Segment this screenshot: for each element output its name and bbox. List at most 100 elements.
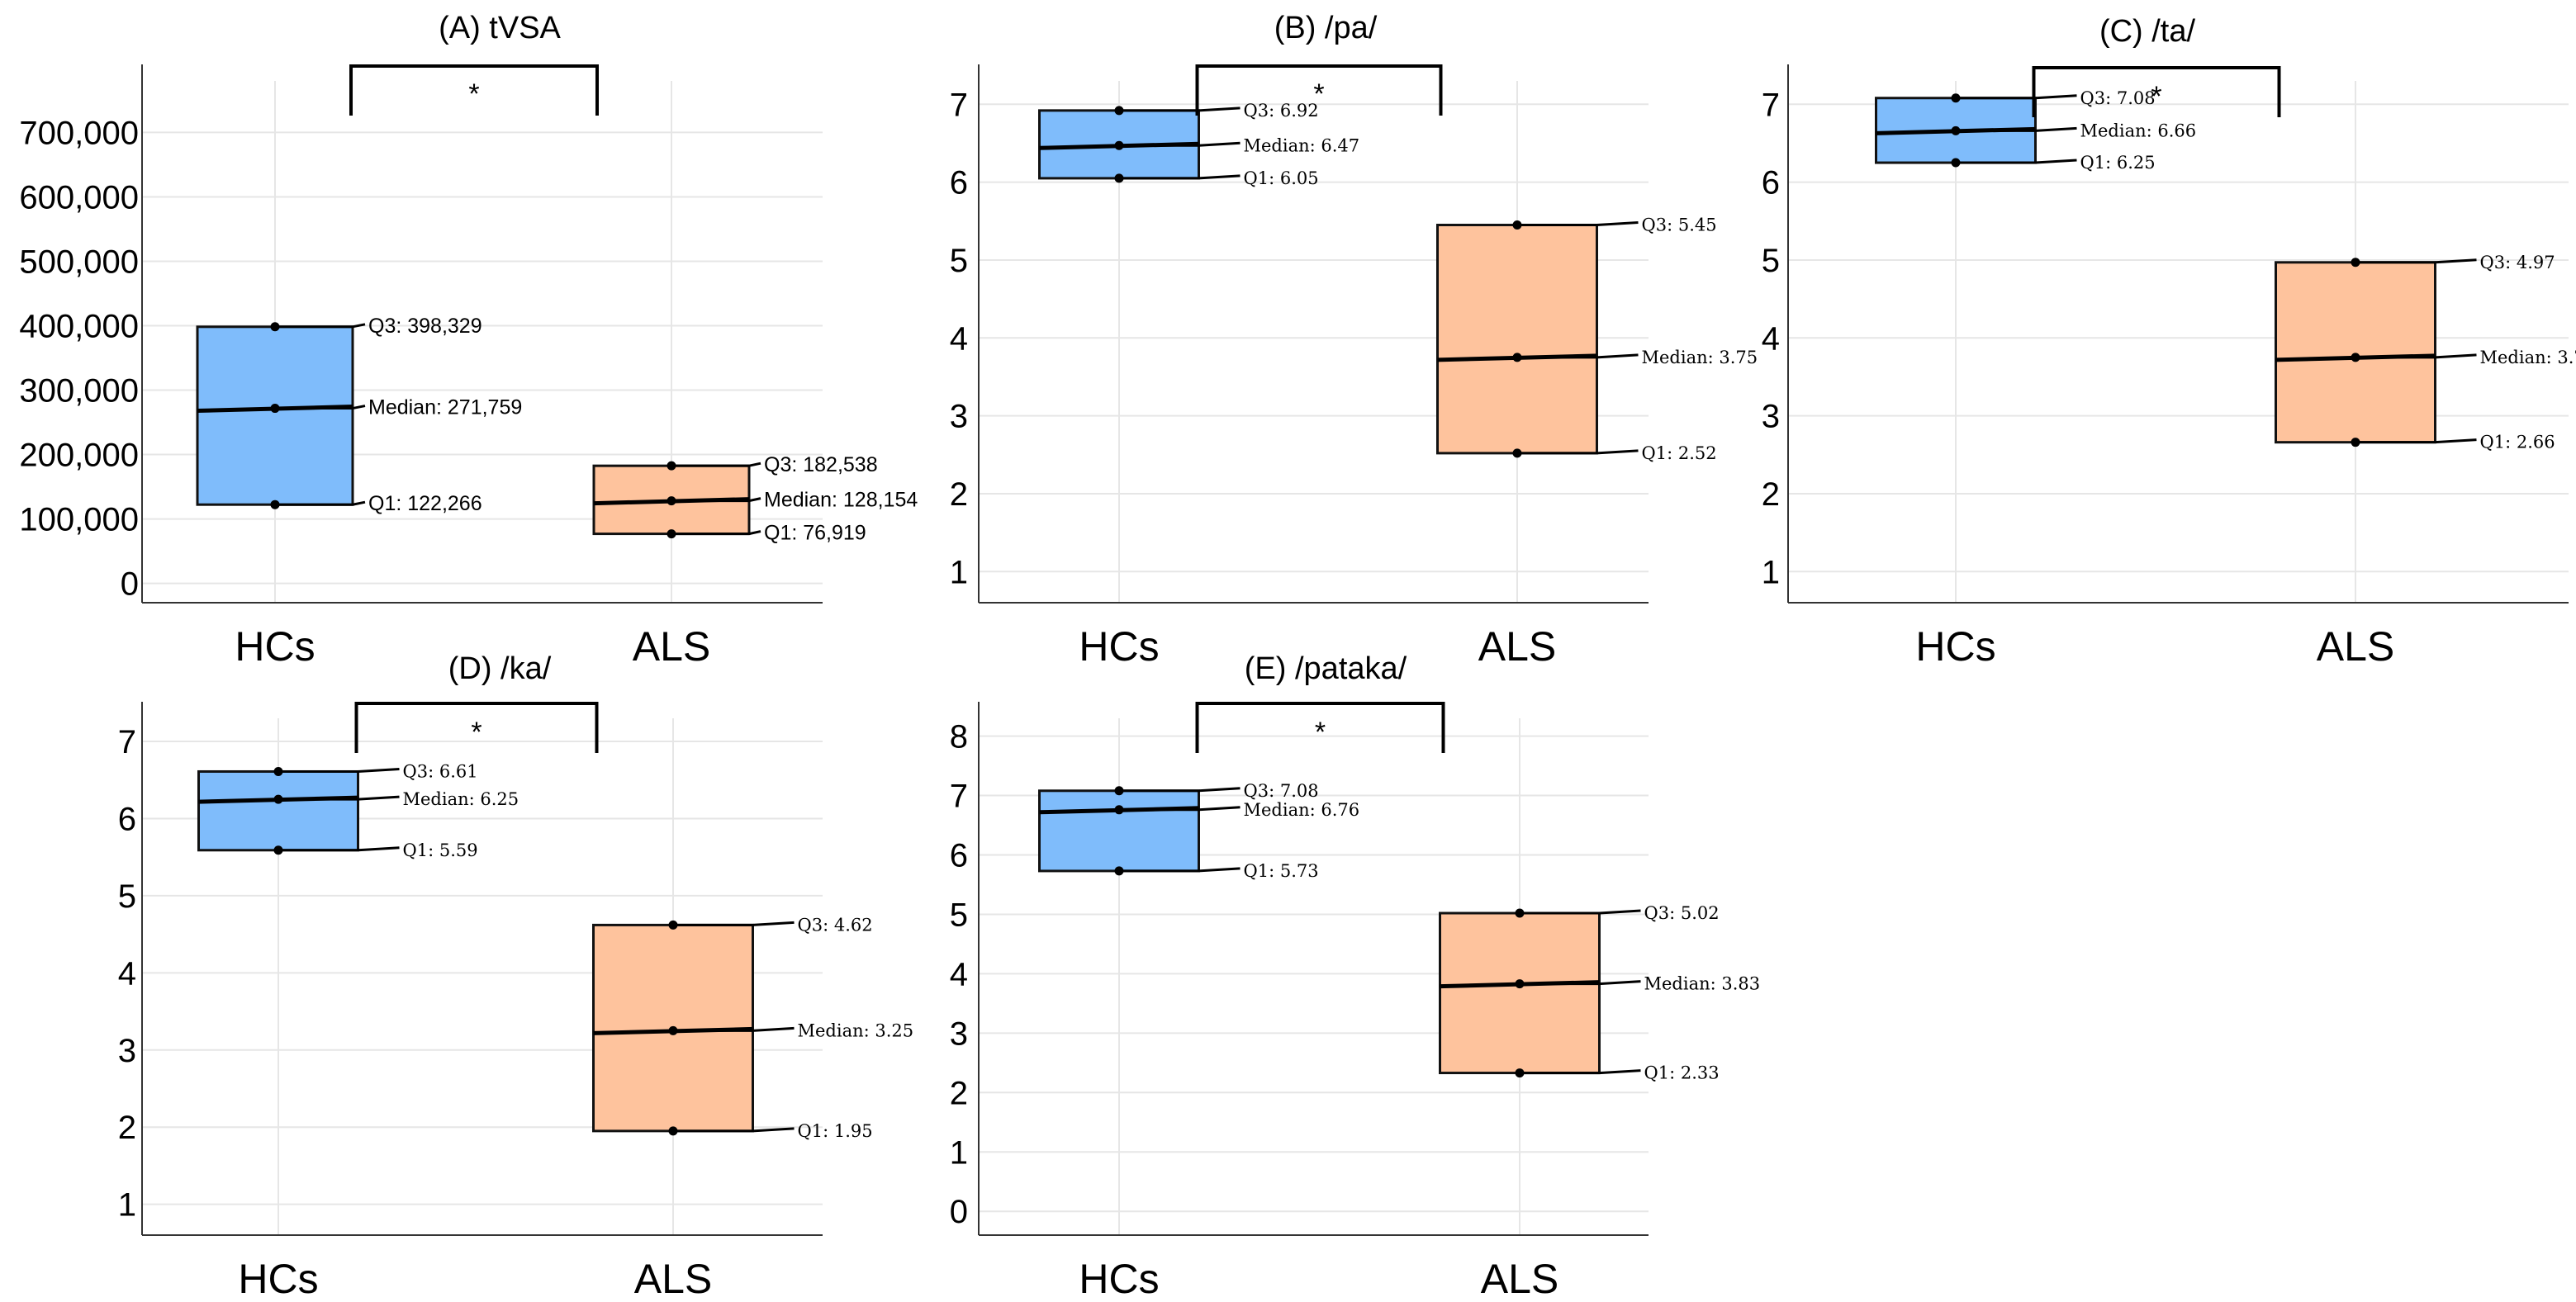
median-leader [1956, 126, 2077, 132]
y-tick-label: 2 [118, 1110, 136, 1146]
median-leader [275, 405, 366, 410]
significance-bracket [349, 64, 599, 116]
q3-leader [671, 462, 761, 467]
y-tick-label: 1 [118, 1187, 136, 1224]
y-tick-label: 3 [950, 1016, 968, 1052]
significance-star: * [1315, 717, 1326, 748]
q1-label: Q1: 2.52 [1642, 443, 1717, 463]
y-tick-label: 700,000 [19, 115, 139, 151]
y-tick-label: 5 [950, 897, 968, 933]
box-hcs [197, 769, 359, 852]
q3-label: Q3: 4.97 [2480, 253, 2555, 272]
x-tick-label: ALS [1481, 1256, 1559, 1302]
y-tick-label: 5 [118, 878, 136, 915]
box-als [2275, 261, 2436, 444]
box-als [1439, 911, 1601, 1075]
q3-leader [275, 323, 366, 329]
significance-bracket [2032, 66, 2281, 117]
q1-leader [1517, 449, 1639, 455]
y-tick-label: 3 [118, 1033, 136, 1069]
significance-star: * [1313, 78, 1324, 110]
panel-b: 1 2 3 4 5 6 7 (B) /pa/HCs ALS Q3: 6.92 Median: 6.4… [950, 11, 1758, 670]
q3-leader [1517, 221, 1639, 227]
q1-label: Q1: 76,919 [764, 522, 866, 545]
x-tick-label: ALS [1478, 623, 1557, 670]
box-hcs [196, 325, 354, 506]
x-tick-label: HCs [1079, 623, 1159, 670]
q1-leader [671, 530, 761, 536]
q3-leader [673, 921, 795, 926]
q1-label: Q1: 5.59 [403, 840, 478, 860]
q1-leader [1956, 159, 2077, 164]
chart-title: (D) /ka/ [448, 651, 552, 686]
significance-star: * [2151, 81, 2161, 112]
q1-label: Q1: 6.25 [2080, 153, 2156, 173]
box-hcs [1038, 789, 1200, 873]
significance-bracket [1195, 64, 1443, 116]
q1-leader [673, 1127, 795, 1133]
y-tick-label: 600,000 [19, 179, 139, 215]
y-tick-label: 7 [950, 779, 968, 815]
y-tick-label: 400,000 [19, 308, 139, 344]
median-leader [1119, 806, 1241, 812]
x-tick-label: HCs [238, 1256, 318, 1302]
x-tick-label: ALS [2317, 623, 2395, 670]
x-tick-label: HCs [1079, 1256, 1159, 1302]
y-tick-label: 2 [950, 1075, 968, 1111]
y-tick-label: 4 [950, 320, 968, 357]
y-tick-label: 7 [950, 87, 968, 123]
q1-label: Q1: 2.33 [1644, 1063, 1720, 1083]
y-tick-label: 5 [950, 243, 968, 279]
median-label: Median: 6.76 [1244, 800, 1360, 820]
median-leader [2355, 353, 2477, 359]
chart-title: (E) /pataka/ [1245, 651, 1407, 686]
x-tick-label: HCs [235, 623, 315, 670]
median-label: Median: 3.83 [1644, 974, 1761, 994]
chart-title: (B) /pa/ [1274, 11, 1378, 45]
median-leader [278, 795, 400, 801]
median-label: Median: 271,759 [368, 396, 522, 419]
median-label: Median: 6.25 [403, 789, 519, 809]
median-label: Median: 6.47 [1244, 135, 1360, 155]
significance-star: * [471, 717, 482, 748]
y-tick-label: 2 [950, 476, 968, 513]
median-label: Median: 3.25 [798, 1020, 914, 1040]
y-tick-label: 4 [1762, 320, 1780, 357]
q3-leader [1119, 787, 1241, 793]
q3-label: Q3: 4.62 [798, 915, 873, 935]
y-tick-label: 7 [118, 724, 136, 760]
q1-leader [275, 500, 366, 506]
y-tick-label: 2 [1762, 476, 1780, 513]
q1-leader [1119, 174, 1241, 180]
q1-leader [1119, 867, 1241, 873]
y-tick-label: 6 [118, 801, 136, 837]
q3-leader [1956, 94, 2077, 100]
median-leader [1119, 141, 1241, 147]
y-tick-label: 3 [1762, 399, 1780, 435]
y-tick-label: 6 [950, 837, 968, 874]
y-tick-label: 1 [950, 1134, 968, 1171]
y-tick-label: 0 [950, 1194, 968, 1230]
y-tick-label: 200,000 [19, 438, 139, 474]
median-leader [673, 1026, 795, 1032]
y-tick-label: 5 [1762, 243, 1780, 279]
q3-label: Q3: 5.45 [1642, 215, 1717, 235]
median-label: Median: 128,154 [764, 489, 918, 512]
median-leader [671, 497, 761, 503]
q1-label: Q1: 1.95 [798, 1121, 873, 1141]
y-tick-label: 500,000 [19, 244, 139, 280]
y-tick-label: 8 [950, 719, 968, 755]
y-tick-label: 300,000 [19, 373, 139, 410]
q3-leader [1119, 107, 1241, 112]
q1-leader [1520, 1069, 1641, 1075]
y-tick-label: 1 [950, 554, 968, 590]
y-tick-label: 1 [1762, 554, 1780, 590]
significance-bracket [354, 702, 599, 753]
chart-title: (A) tVSA [439, 11, 561, 45]
median-leader [1517, 353, 1639, 359]
q3-label: Q3: 7.08 [1244, 781, 1319, 801]
y-tick-label: 0 [121, 566, 139, 603]
median-leader [1520, 980, 1641, 986]
y-tick-label: 6 [1762, 165, 1780, 201]
